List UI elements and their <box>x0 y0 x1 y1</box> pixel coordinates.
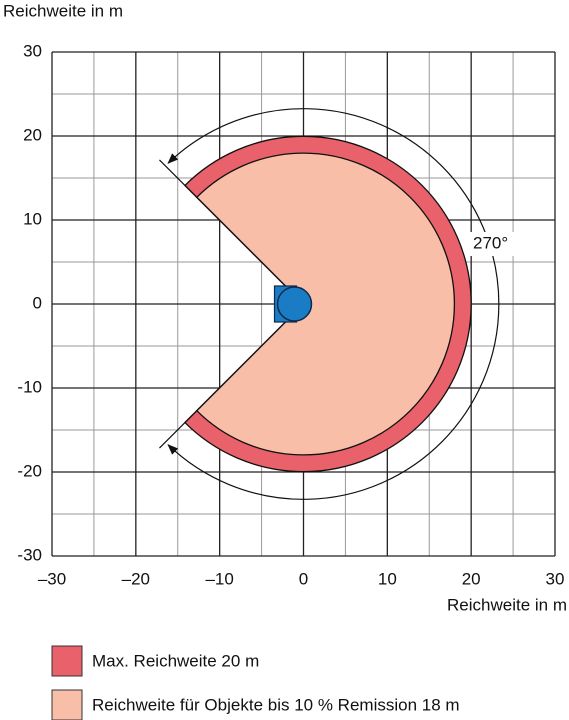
x-tick-label: 30 <box>546 569 565 588</box>
y-tick-label: -30 <box>17 545 42 564</box>
legend-swatch <box>51 645 83 677</box>
sector <box>195 152 456 456</box>
x-tick-label: –30 <box>38 569 66 588</box>
x-tick-label: –20 <box>122 569 150 588</box>
y-tick-label: 10 <box>23 209 42 228</box>
plot: 270° <box>159 108 526 500</box>
x-axis-label: Reichweite in m <box>447 595 567 614</box>
y-tick-label: -10 <box>17 377 42 396</box>
legend-label: Max. Reichweite 20 m <box>92 651 259 670</box>
angle-label: 270° <box>473 233 508 252</box>
y-tick-label: 30 <box>23 41 42 60</box>
legend-swatch <box>51 689 83 720</box>
x-tick-label: 20 <box>462 569 481 588</box>
y-axis-label: Reichweite in m <box>3 1 123 20</box>
y-tick-label: 0 <box>33 293 42 312</box>
y-tick-label: 20 <box>23 125 42 144</box>
y-tick-label: -20 <box>17 461 42 480</box>
x-tick-label: 10 <box>378 569 397 588</box>
angle-arc <box>167 108 500 500</box>
edge-line <box>159 303 304 449</box>
sensor-head <box>276 286 313 322</box>
edge-line <box>159 159 304 305</box>
angle-label-bg <box>468 232 526 256</box>
legend-label: Reichweite für Objekte bis 10 % Remissio… <box>92 695 460 714</box>
x-tick-label: 0 <box>299 569 308 588</box>
x-tick-label: –10 <box>205 569 233 588</box>
